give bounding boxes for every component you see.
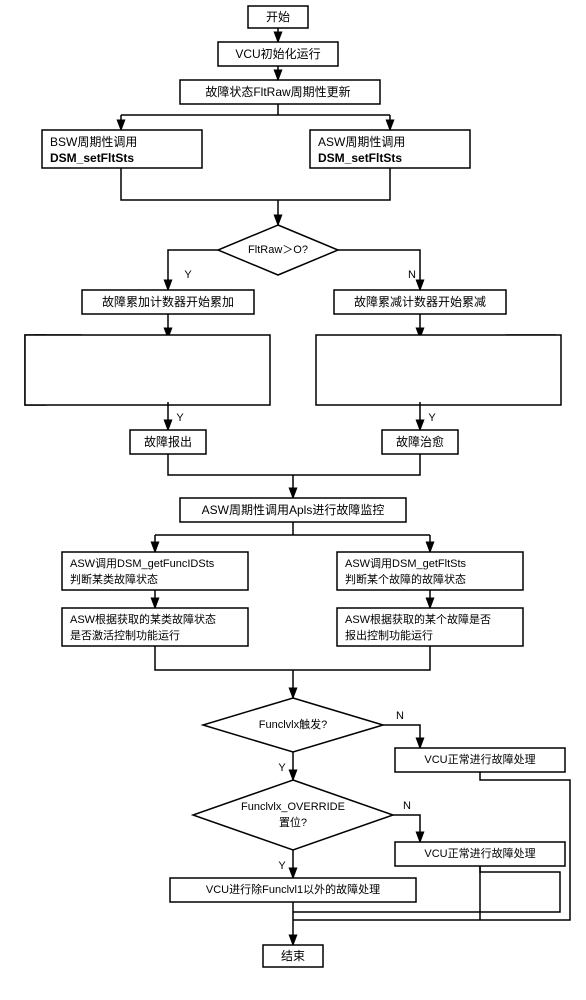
getflt-l2: 判断某个故障的故障状态 xyxy=(345,572,466,586)
bsw-l1: BSW周期性调用 xyxy=(50,135,137,149)
reportctl-l1: ASW根据获取的某个故障是否 xyxy=(345,612,491,626)
dur2-y: Y xyxy=(428,412,436,424)
bsw-l2: DSM_setFltSts xyxy=(50,151,134,165)
d2-label: Funclvlx触发? xyxy=(259,717,327,731)
end-label: 结束 xyxy=(281,949,305,963)
d1-n: N xyxy=(408,269,416,281)
d3-l1: Funclvlx_OVERRIDE xyxy=(241,801,345,813)
normal2-label: VCU正常进行故障处理 xyxy=(424,846,535,860)
update-label: 故障状态FltRaw周期性更新 xyxy=(205,84,350,99)
start-label: 开始 xyxy=(266,10,290,24)
d3-l2: 置位? xyxy=(279,815,307,829)
heal-label: 故障治愈 xyxy=(396,434,444,449)
flowchart: 开始 VCU初始化运行 故障状态FltRaw周期性更新 BSW周期性调用 DSM… xyxy=(0,0,586,1000)
d3-n: N xyxy=(403,800,411,812)
monitor-label: ASW周期性调用Apls进行故障监控 xyxy=(202,502,385,517)
d3-y: Y xyxy=(278,860,286,872)
asw-l1: ASW周期性调用 xyxy=(318,135,405,149)
accum-label: 故障累加计数器开始累加 xyxy=(102,294,234,309)
d1-label: FltRaw＞O? xyxy=(248,244,308,256)
getfunc-l1: ASW调用DSM_getFuncIDSts xyxy=(70,557,215,570)
getflt-l1: ASW调用DSM_getFltSts xyxy=(345,557,467,570)
getfunc-l2: 判断某类故障状态 xyxy=(70,572,158,586)
decision-override xyxy=(193,780,393,850)
activate-l1: ASW根据获取的某类故障状态 xyxy=(70,612,216,626)
normal1-label: VCU正常进行故障处理 xyxy=(424,752,535,766)
asw-l2: DSM_setFltSts xyxy=(318,151,402,165)
report-label: 故障报出 xyxy=(144,434,192,449)
decum-label: 故障累减计数器开始累减 xyxy=(354,294,486,309)
dur1-y: Y xyxy=(176,412,184,424)
exclude-label: VCU进行除Funclvl1以外的故障处理 xyxy=(206,882,380,896)
reportctl-l2: 报出控制功能运行 xyxy=(345,628,433,642)
activate-l2: 是否激活控制功能运行 xyxy=(70,628,180,642)
init-label: VCU初始化运行 xyxy=(235,47,320,61)
d2-n: N xyxy=(396,710,404,722)
d2-y: Y xyxy=(278,762,286,774)
d1-y: Y xyxy=(184,269,192,281)
